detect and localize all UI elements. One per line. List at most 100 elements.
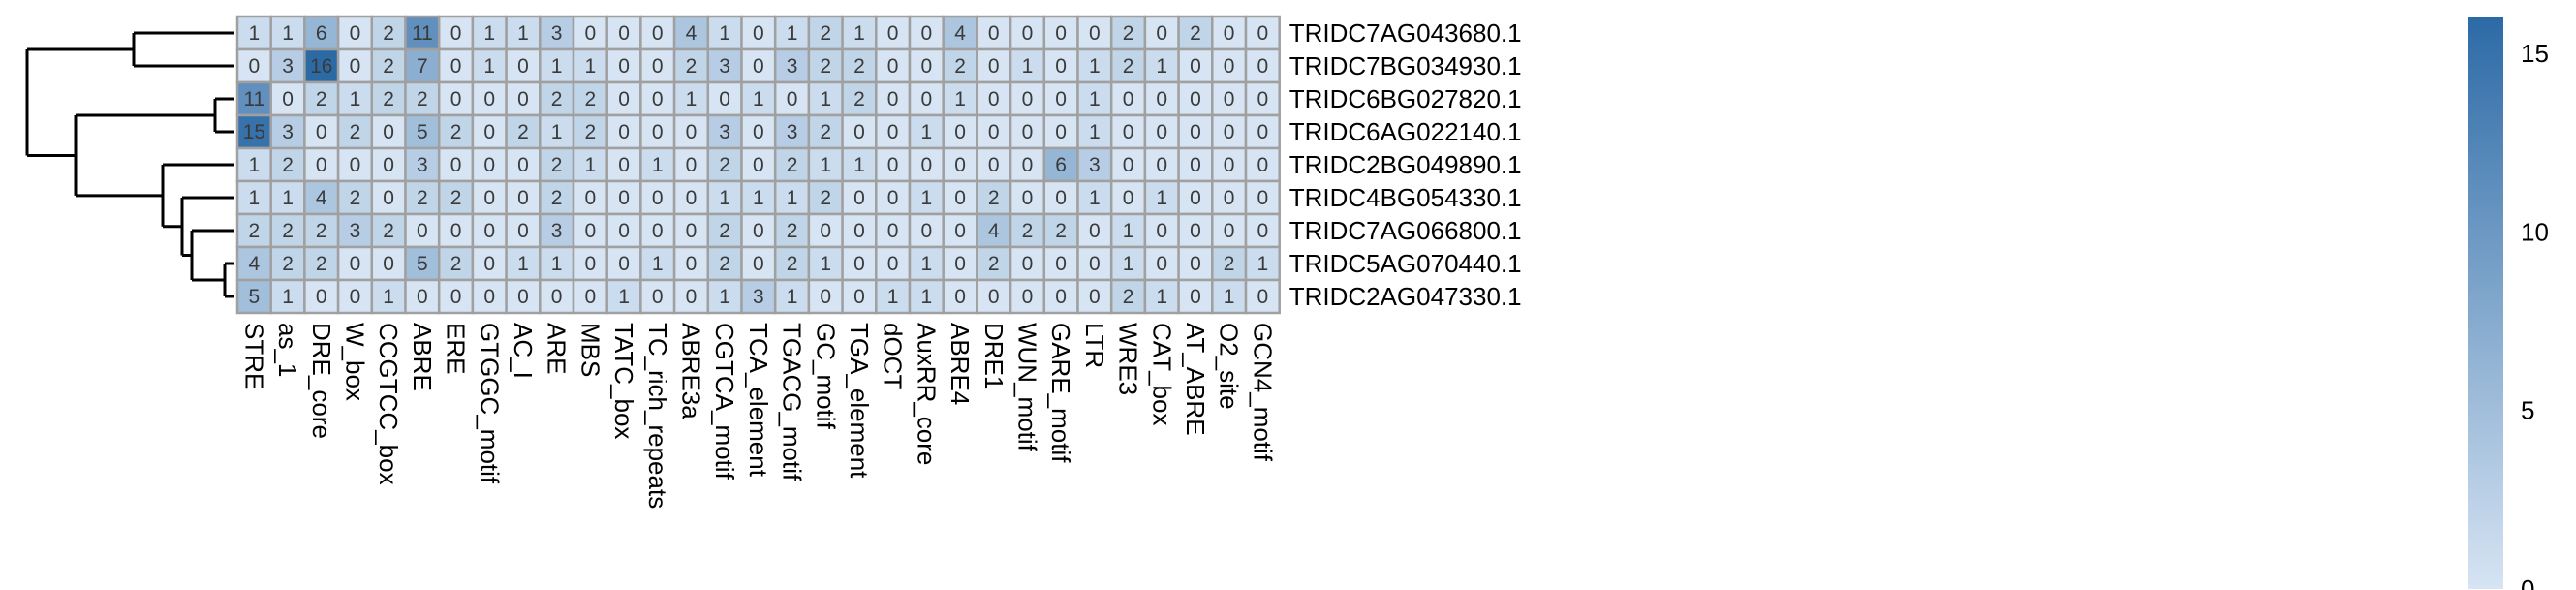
cell-value-label: 4	[954, 22, 966, 45]
cell-value-label: 6	[1055, 154, 1067, 176]
cell-value-label: 0	[417, 286, 428, 308]
column-label: W_box	[340, 323, 369, 401]
cell-value-label: 0	[1156, 88, 1167, 110]
cell-value-label: 0	[1257, 55, 1269, 78]
cell-value-label: 1	[719, 187, 730, 209]
cell-value-label: 0	[316, 286, 327, 308]
row-label: TRIDC2AG047330.1	[1289, 282, 1522, 311]
cell-value-label: 0	[585, 22, 597, 45]
cell-value-label: 0	[1055, 286, 1067, 308]
cell-value-label: 1	[1089, 88, 1101, 110]
heatmap-cell	[404, 278, 441, 315]
cell-value-label: 0	[517, 55, 529, 78]
cell-value-label: 2	[383, 55, 394, 78]
heatmap-cell	[235, 15, 272, 51]
cell-value-label: 2	[450, 187, 462, 209]
cell-value-label: 1	[853, 22, 865, 45]
cell-value-label: 0	[1055, 55, 1067, 78]
row-label: TRIDC6AG022140.1	[1289, 117, 1522, 146]
cell-value-label: 0	[517, 88, 529, 110]
cell-value-label: 0	[1156, 220, 1167, 242]
heatmap-cell	[505, 113, 542, 150]
cell-value-label: 0	[618, 154, 630, 176]
heatmap-cell	[505, 80, 542, 117]
cell-value-label: 0	[1257, 88, 1269, 110]
cell-value-label: 0	[316, 121, 327, 143]
cell-value-label: 0	[988, 121, 1000, 143]
cell-value-label: 0	[618, 121, 630, 143]
cell-value-label: 0	[350, 55, 361, 78]
cell-value-label: 0	[1123, 88, 1134, 110]
cell-value-label: 0	[753, 220, 764, 242]
cell-value-label: 0	[1055, 187, 1067, 209]
heatmap-cell	[740, 15, 777, 51]
cell-value-label: 3	[350, 220, 361, 242]
cell-value-label: 0	[954, 121, 966, 143]
cell-value-label: 3	[551, 22, 563, 45]
heatmap-cell	[841, 179, 878, 216]
cell-value-label: 1	[853, 154, 865, 176]
heatmap-cell	[1244, 245, 1281, 282]
column-label: LTR	[1080, 323, 1109, 368]
cell-value-label: 0	[887, 55, 899, 78]
heatmap-cell	[1177, 146, 1214, 183]
heatmap-cell	[505, 15, 542, 51]
cell-value-label: 0	[1224, 22, 1235, 45]
heatmap-cell	[807, 278, 844, 315]
heatmap-cell	[1244, 146, 1281, 183]
row-label: TRIDC2BG049890.1	[1289, 150, 1522, 179]
cell-value-label: 0	[483, 154, 495, 176]
cell-value-label: 5	[417, 121, 428, 143]
cell-value-label: 0	[585, 253, 597, 275]
cell-value-label: 0	[383, 154, 394, 176]
column-label: DRE1	[979, 323, 1009, 389]
cell-value-label: 0	[1055, 22, 1067, 45]
heatmap-cell	[706, 146, 743, 183]
row-labels: TRIDC7AG043680.1 TRIDC7BG034930.1 TRIDC6BG…	[1289, 18, 1522, 311]
cell-value-label: 0	[450, 154, 462, 176]
cell-value-label: 1	[820, 253, 831, 275]
heatmap-cell	[1143, 47, 1180, 84]
column-label: GCN4_motif	[1248, 323, 1277, 462]
cell-value-label: 2	[551, 88, 563, 110]
cell-value-label: 1	[686, 88, 698, 110]
heatmap-cell	[1211, 278, 1248, 315]
cell-value-label: 0	[1190, 55, 1201, 78]
heatmap-cell	[1211, 179, 1248, 216]
cell-value-label: 3	[719, 55, 730, 78]
row-label: TRIDC4BG054330.1	[1289, 183, 1522, 212]
heatmap-cell	[1177, 245, 1214, 282]
column-label: ABRE3a	[676, 323, 705, 419]
column-labels: STRE as_1 DRE_core W_box CCGTCC_box ABRE ERE GT…	[239, 323, 1277, 509]
cell-value-label: 0	[988, 55, 1000, 78]
cell-value-label: 2	[1224, 253, 1235, 275]
cell-value-label: 0	[988, 88, 1000, 110]
heatmap-cell	[471, 15, 508, 51]
cell-value-label: 2	[820, 22, 831, 45]
colorbar: 0 5 10 15	[2468, 17, 2549, 590]
cell-value-label: 0	[652, 121, 664, 143]
heatmap-cell	[875, 15, 912, 51]
row-dendrogram	[25, 31, 234, 298]
cell-value-label: 0	[1224, 55, 1235, 78]
cell-value-label: 1	[652, 154, 664, 176]
heatmap-cell	[404, 15, 441, 51]
cell-value-label: 1	[1156, 286, 1167, 308]
cell-value-label: 1	[585, 55, 597, 78]
cell-value-label: 0	[316, 154, 327, 176]
cell-value-label: 2	[450, 253, 462, 275]
cell-value-label: 0	[686, 253, 698, 275]
cell-value-label: 0	[753, 253, 764, 275]
cell-value-label: 2	[282, 154, 294, 176]
row-label: TRIDC5AG070440.1	[1289, 249, 1522, 278]
cell-value-label: 0	[954, 220, 966, 242]
column-label: GC_motif	[811, 323, 840, 430]
cell-value-label: 2	[350, 187, 361, 209]
heatmap-cell	[639, 212, 676, 249]
cell-value-label: 2	[988, 253, 1000, 275]
cell-value-label: 0	[1224, 187, 1235, 209]
cell-value-label: 2	[585, 121, 597, 143]
colorbar-gradient	[2468, 17, 2503, 589]
cell-value-label: 0	[585, 220, 597, 242]
cell-value-label: 0	[652, 22, 664, 45]
